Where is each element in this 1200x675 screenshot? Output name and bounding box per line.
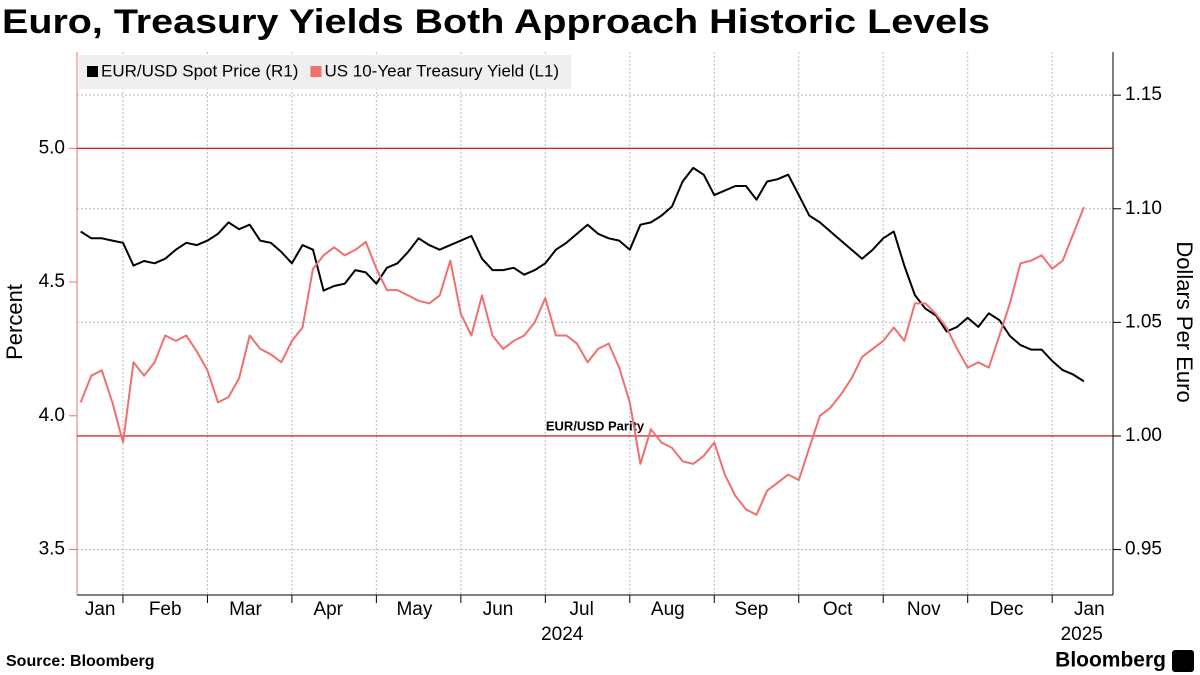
x-tick-label: Apr (313, 599, 343, 620)
chart-title: Euro, Treasury Yields Both Approach Hist… (2, 3, 990, 41)
year-label: 2025 (1061, 624, 1103, 645)
y2-axis-label: Dollars Per Euro (1172, 241, 1197, 402)
x-tick-label: Oct (823, 599, 853, 620)
reference-label: EUR/USD Parity (546, 418, 645, 433)
y-axis-label: Percent (2, 284, 27, 360)
x-tick-label: Feb (149, 599, 182, 620)
x-tick-label: Jun (483, 599, 514, 620)
legend-swatch (310, 66, 322, 77)
y2-tick-label: 1.00 (1125, 425, 1162, 446)
y-tick-label: 3.5 (39, 539, 65, 560)
y2-tick-label: 0.95 (1125, 539, 1162, 560)
brand: Bloomberg (1055, 649, 1166, 672)
x-tick-label: Jan (1074, 599, 1105, 620)
legend-swatch (87, 66, 98, 77)
series-line (79, 206, 1085, 516)
y2-tick-label: 1.10 (1125, 198, 1162, 219)
y-tick-label: 4.0 (39, 405, 65, 426)
y-tick-label: 5.0 (39, 137, 65, 158)
y2-tick-label: 1.05 (1125, 311, 1162, 332)
y2-tick-label: 1.15 (1125, 84, 1162, 105)
x-tick-label: Sep (735, 599, 769, 620)
legend-label: EUR/USD Spot Price (R1) (101, 61, 298, 80)
source: Source: Bloomberg (6, 653, 154, 670)
y-tick-label: 4.5 (39, 271, 65, 292)
x-tick-label: May (396, 599, 432, 620)
x-tick-label: Aug (651, 599, 685, 620)
series-line (80, 166, 1085, 383)
brand-icon (1172, 650, 1194, 672)
legend-background (79, 55, 572, 89)
x-tick-label: Jul (570, 599, 594, 620)
x-tick-label: Dec (990, 599, 1024, 620)
legend: EUR/USD Spot Price (R1) US 10-Year Treasu… (79, 55, 572, 89)
year-label: 2024 (541, 624, 584, 645)
legend-label: US 10-Year Treasury Yield (L1) (324, 61, 559, 80)
x-tick-label: Nov (907, 599, 941, 620)
x-tick-label: Mar (229, 599, 262, 620)
x-tick-label: Jan (85, 599, 116, 620)
